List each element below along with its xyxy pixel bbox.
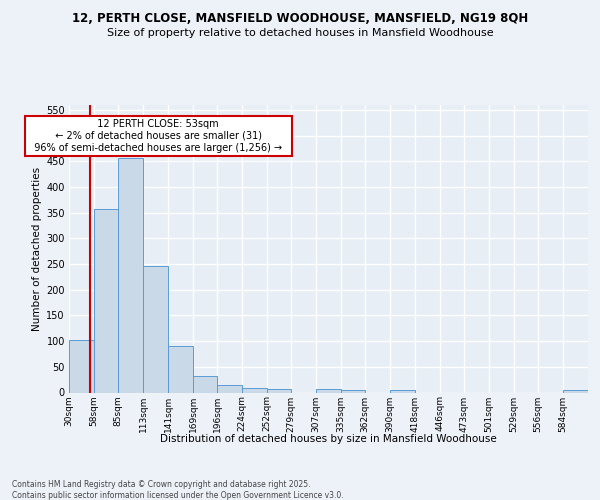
Bar [563,390,588,392]
Text: 12 PERTH CLOSE: 53sqm  
  ← 2% of detached houses are smaller (31)  
  96% of se: 12 PERTH CLOSE: 53sqm ← 2% of detached h… [28,120,289,152]
Bar [193,376,217,392]
X-axis label: Distribution of detached houses by size in Mansfield Woodhouse: Distribution of detached houses by size … [160,434,497,444]
Text: Size of property relative to detached houses in Mansfield Woodhouse: Size of property relative to detached ho… [107,28,493,38]
Bar [168,346,193,393]
Bar [267,390,291,392]
Bar [69,340,94,392]
Bar [390,390,415,392]
Bar [118,158,143,392]
Bar [143,266,168,392]
Bar [94,209,118,392]
Bar [316,390,341,392]
Y-axis label: Number of detached properties: Number of detached properties [32,166,42,331]
Bar [341,390,365,392]
Bar [242,388,267,392]
Bar [217,386,242,392]
Text: Contains HM Land Registry data © Crown copyright and database right 2025.
Contai: Contains HM Land Registry data © Crown c… [12,480,344,500]
Text: 12, PERTH CLOSE, MANSFIELD WOODHOUSE, MANSFIELD, NG19 8QH: 12, PERTH CLOSE, MANSFIELD WOODHOUSE, MA… [72,12,528,26]
